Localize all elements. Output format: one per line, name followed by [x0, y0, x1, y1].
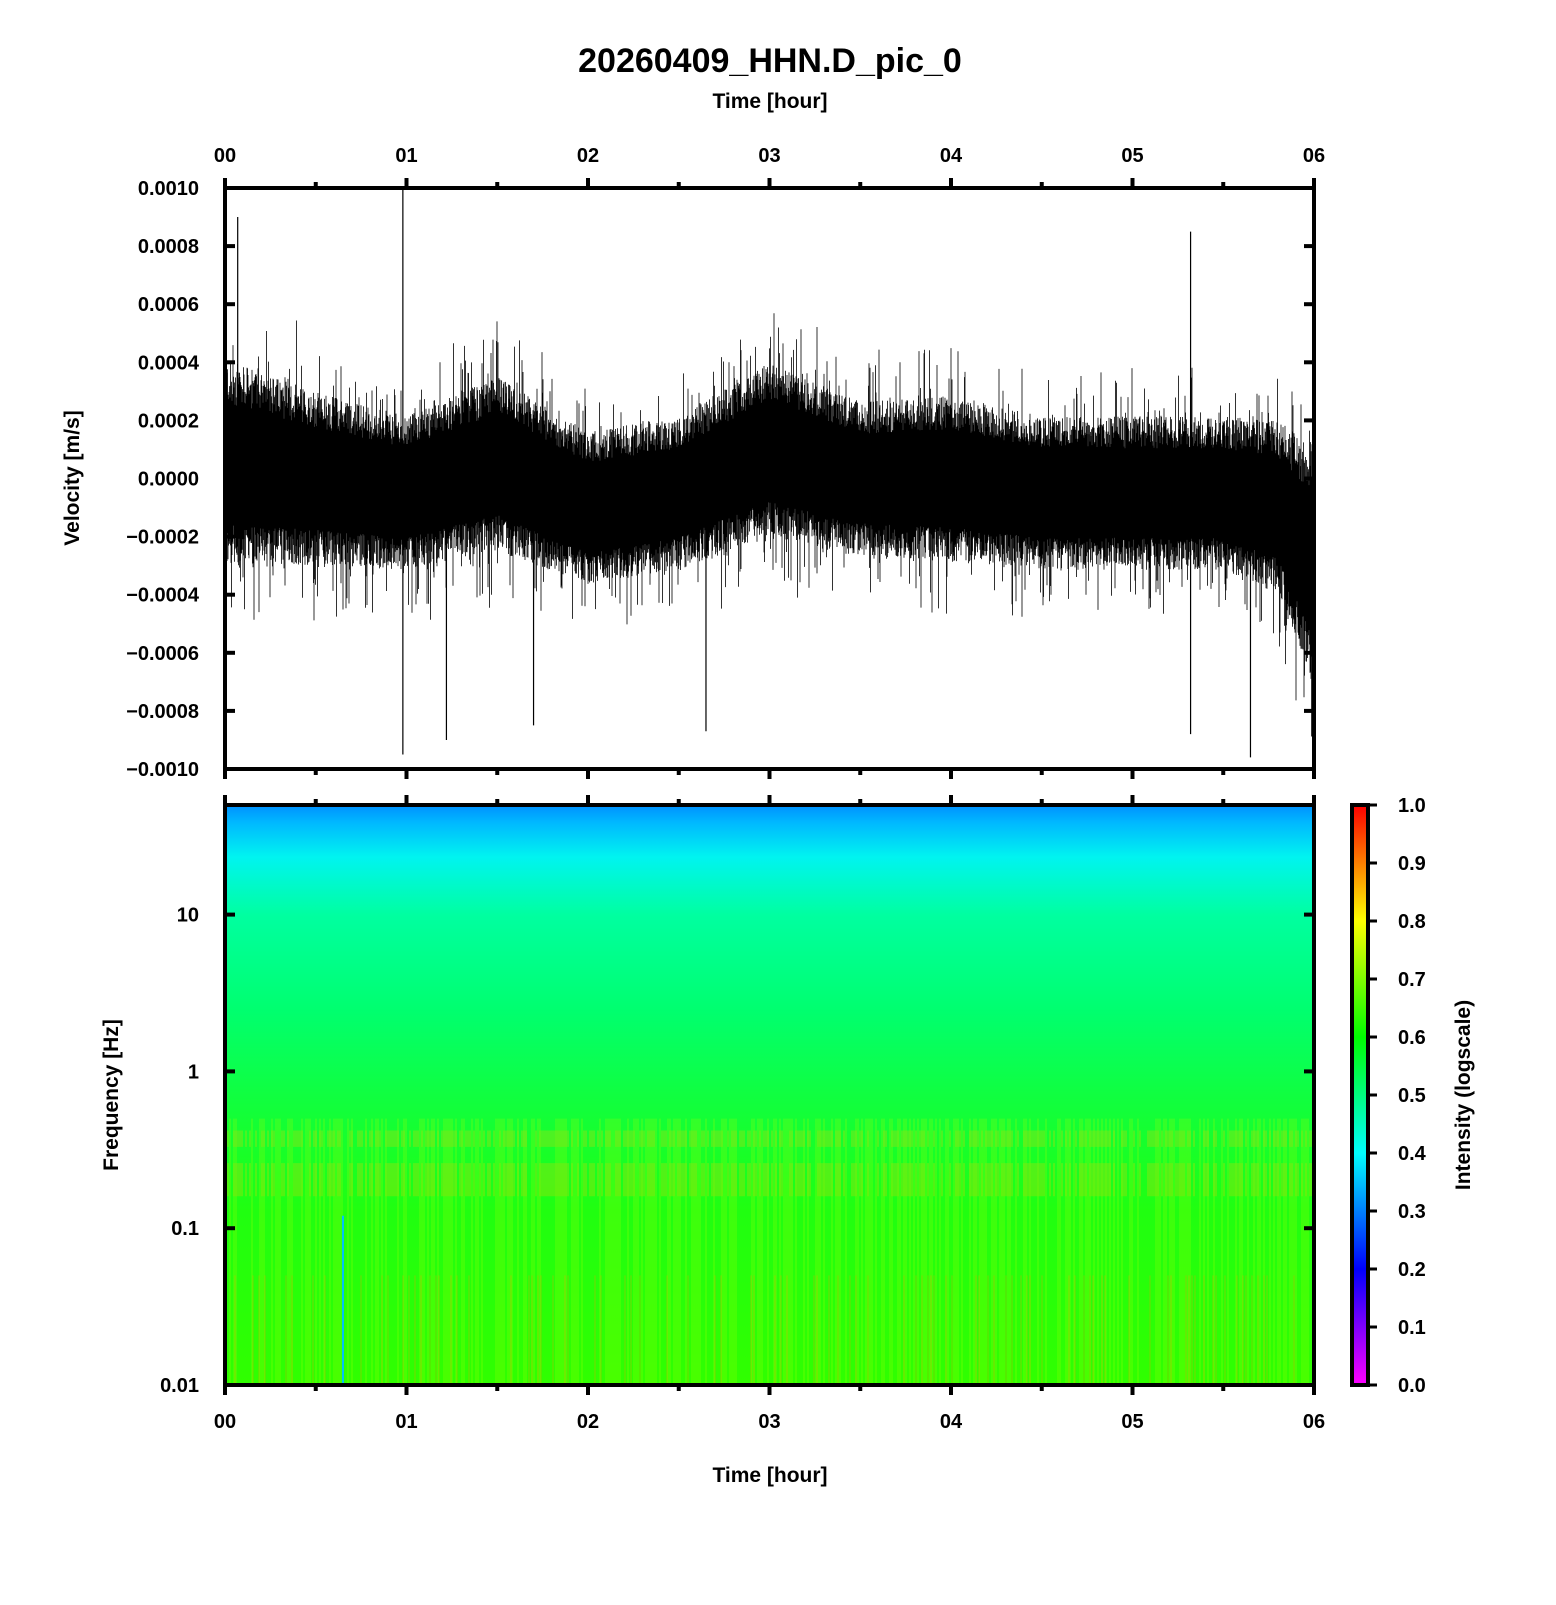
colorbar-tick-label: 0.7: [1398, 969, 1426, 991]
bottom-x-tick-label: 05: [1121, 1411, 1143, 1433]
colorbar-tick-label: 0.6: [1398, 1027, 1426, 1049]
spectrogram-stripes-low: [229, 1118, 1309, 1385]
top-x-tick-label: 05: [1121, 145, 1143, 167]
top-x-tick-label: 02: [577, 145, 599, 167]
spectrogram-background: [225, 805, 1314, 1385]
colorbar: 0.0 0.1 0.2 0.3 0.4 0.5 0.6 0.7 0.8 0.9 1.0: [1350, 795, 1427, 1397]
top-x-tick-label: 01: [395, 145, 417, 167]
bottom-x-tick-label: 02: [577, 1411, 599, 1433]
waveform-y-tick-label: −0.0006: [126, 643, 199, 665]
waveform-y-tick-label: 0.0006: [138, 294, 199, 316]
top-x-tick-label: 04: [940, 145, 963, 167]
waveform-trace: [225, 313, 1314, 737]
colorbar-tick-label: 0.4: [1398, 1143, 1427, 1165]
spectrogram-y-tick-label: 0.01: [160, 1375, 199, 1397]
bottom-x-tick-label: 03: [758, 1411, 780, 1433]
colorbar-tick-label: 0.3: [1398, 1201, 1426, 1223]
axes: 00 00 01 01 02 02 03 03 04 04 05 05 06 06 0.0010 0.0008…: [126, 145, 1325, 1433]
spectrogram-y-tick-label: 0.1: [171, 1218, 199, 1240]
bottom-x-tick-label: 04: [940, 1411, 963, 1433]
waveform-y-tick-label: −0.0010: [126, 759, 199, 781]
waveform-y-tick-label: 0.0002: [138, 410, 199, 432]
spectrogram-plot: [225, 805, 1314, 1385]
waveform-y-tick-label: −0.0002: [126, 527, 199, 549]
waveform-plot: [225, 188, 1314, 758]
colorbar-tick-label: 0.5: [1398, 1085, 1426, 1107]
waveform-y-tick-label: 0.0000: [138, 469, 199, 491]
top-x-tick-label: 00: [214, 145, 236, 167]
bottom-x-tick-label: 01: [395, 1411, 417, 1433]
bottom-x-tick-label: 00: [214, 1411, 236, 1433]
waveform-y-tick-label: −0.0008: [126, 701, 199, 723]
colorbar-tick-label: 0.8: [1398, 911, 1426, 933]
top-x-axis-label: Time [hour]: [712, 90, 827, 113]
bottom-x-axis-label: Time [hour]: [712, 1464, 827, 1487]
waveform-y-tick-label: 0.0010: [138, 178, 199, 200]
colorbar-tick-label: 0.9: [1398, 853, 1426, 875]
bottom-x-tick-label: 06: [1303, 1411, 1325, 1433]
top-x-tick-label: 03: [758, 145, 780, 167]
top-y-axis-label: Velocity [m/s]: [61, 410, 84, 545]
colorbar-scale: [1350, 803, 1370, 1387]
chart-title: 20260409_HHN.D_pic_0: [578, 42, 962, 80]
waveform-y-tick-label: 0.0008: [138, 236, 199, 258]
waveform-y-tick-label: −0.0004: [126, 585, 200, 607]
colorbar-tick-label: 0.2: [1398, 1259, 1426, 1281]
colorbar-tick-label: 1.0: [1398, 795, 1426, 817]
spectrogram-y-tick-label: 1: [188, 1061, 199, 1083]
colorbar-tick-label: 0.0: [1398, 1375, 1426, 1397]
spectrogram-stripes-orange: [234, 1275, 1295, 1385]
colorbar-label: Intensity (logscale): [1452, 1000, 1475, 1190]
top-x-tick-label: 06: [1303, 145, 1325, 167]
colorbar-tick-label: 0.1: [1398, 1317, 1426, 1339]
waveform-y-tick-label: 0.0004: [138, 352, 200, 374]
bottom-y-axis-label: Frequency [Hz]: [100, 1019, 123, 1171]
spectrogram-y-tick-label: 10: [177, 905, 199, 927]
